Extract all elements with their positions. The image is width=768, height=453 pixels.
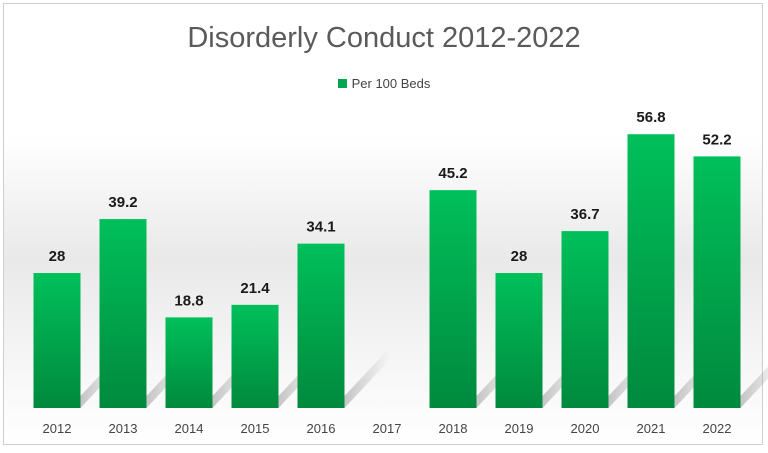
data-label-2016: 34.1 (306, 219, 335, 236)
x-tick-2013: 2013 (109, 421, 138, 436)
x-tick-2022: 2022 (703, 421, 732, 436)
x-tick-2014: 2014 (175, 421, 204, 436)
data-label-2019: 28 (511, 248, 528, 265)
data-label-2015: 21.4 (240, 280, 270, 297)
data-label-2020: 36.7 (570, 206, 599, 223)
x-tick-2017: 2017 (373, 421, 402, 436)
chart-title: Disorderly Conduct 2012-2022 (187, 22, 581, 54)
bar-2012 (33, 273, 81, 408)
bar-shadow (740, 366, 768, 408)
bar-2021 (627, 134, 675, 408)
data-label-2021: 56.8 (636, 109, 665, 126)
x-tick-2019: 2019 (505, 421, 534, 436)
data-label-2022: 52.2 (702, 131, 731, 148)
x-tick-2021: 2021 (637, 421, 666, 436)
bar-2016 (297, 243, 345, 408)
legend-label: Per 100 Beds (351, 76, 431, 91)
data-label-2014: 18.8 (174, 292, 203, 309)
legend-swatch (337, 79, 347, 88)
data-label-2013: 39.2 (108, 194, 137, 211)
x-tick-2016: 2016 (307, 421, 336, 436)
data-label-2012: 28 (49, 248, 66, 265)
bar-2020 (561, 231, 609, 408)
x-tick-2020: 2020 (571, 421, 600, 436)
x-tick-2015: 2015 (241, 421, 270, 436)
bar-2013 (99, 219, 147, 408)
x-tick-2012: 2012 (43, 421, 72, 436)
data-label-2018: 45.2 (438, 165, 467, 182)
bar-2019 (495, 273, 543, 408)
bar-2022 (693, 156, 741, 408)
bar-2018 (429, 190, 477, 408)
bar-2014 (165, 317, 213, 408)
bar-shadow (344, 348, 390, 408)
x-tick-2018: 2018 (439, 421, 468, 436)
chart-legend: Per 100 Beds (0, 76, 768, 91)
bar-2015 (231, 304, 279, 408)
